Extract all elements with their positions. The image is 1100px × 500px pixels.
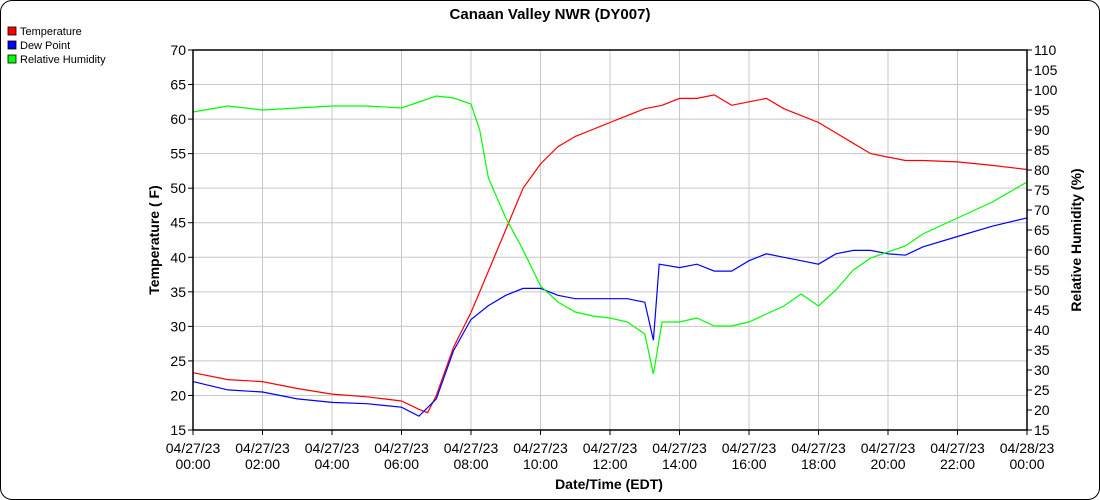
y-tick-label: 40 xyxy=(170,249,186,265)
x-tick-label-date: 04/27/23 xyxy=(513,440,568,456)
x-tick-label-date: 04/27/23 xyxy=(791,440,846,456)
y-tick-label: 70 xyxy=(170,42,186,58)
x-axis-label: Date/Time (EDT) xyxy=(555,476,663,492)
x-tick-label-date: 04/27/23 xyxy=(722,440,777,456)
y-axis-label: Temperature ( F) xyxy=(146,185,162,294)
x-tick-label-time: 14:00 xyxy=(662,456,697,472)
x-tick-label-time: 22:00 xyxy=(940,456,975,472)
y2-tick-label: 65 xyxy=(1034,222,1050,238)
y-tick-label: 35 xyxy=(170,284,186,300)
y2-tick-label: 40 xyxy=(1034,322,1050,338)
series-line-temperature xyxy=(192,94,1028,414)
x-tick-label-date: 04/27/23 xyxy=(374,440,429,456)
x-tick-label-date: 04/27/23 xyxy=(166,440,221,456)
x-tick-label-date: 04/27/23 xyxy=(444,440,499,456)
y2-tick-label: 55 xyxy=(1034,262,1050,278)
x-tick-label-time: 06:00 xyxy=(384,456,419,472)
x-tick-label-time: 12:00 xyxy=(592,456,627,472)
y2-axis-label: Relative Humidity (%) xyxy=(1068,168,1084,311)
legend-swatch xyxy=(7,40,17,50)
legend: Temperature Dew Point Relative Humidity xyxy=(7,26,106,66)
axes: 04/27/2300:0004/27/2302:0004/27/2304:000… xyxy=(166,42,1058,472)
y-tick-label: 20 xyxy=(170,387,186,403)
y2-tick-label: 105 xyxy=(1034,62,1058,78)
x-tick-label-time: 00:00 xyxy=(175,456,210,472)
y2-tick-label: 35 xyxy=(1034,342,1050,358)
x-tick-label-date: 04/27/23 xyxy=(583,440,638,456)
y-tick-label: 60 xyxy=(170,111,186,127)
y2-tick-label: 60 xyxy=(1034,242,1050,258)
chart-title: Canaan Valley NWR (DY007) xyxy=(450,6,651,23)
plot-border xyxy=(192,49,1028,431)
legend-label: Dew Point xyxy=(20,40,70,52)
y2-tick-label: 90 xyxy=(1034,122,1050,138)
y-tick-label: 65 xyxy=(170,77,186,93)
y2-tick-label: 50 xyxy=(1034,282,1050,298)
y2-tick-label: 70 xyxy=(1034,202,1050,218)
y2-tick-label: 75 xyxy=(1034,182,1050,198)
x-tick-label-date: 04/27/23 xyxy=(930,440,985,456)
y-tick-label: 30 xyxy=(170,318,186,334)
x-tick-label-time: 20:00 xyxy=(870,456,905,472)
series-line-relative-humidity xyxy=(192,95,1028,375)
x-tick-label-time: 18:00 xyxy=(801,456,836,472)
x-tick-label-time: 08:00 xyxy=(453,456,488,472)
x-tick-label-date: 04/28/23 xyxy=(1000,440,1055,456)
legend-swatch xyxy=(7,26,17,36)
y2-tick-label: 85 xyxy=(1034,142,1050,158)
y-tick-label: 50 xyxy=(170,180,186,196)
x-tick-label-time: 16:00 xyxy=(731,456,766,472)
legend-label: Temperature xyxy=(20,26,82,38)
x-tick-label-time: 10:00 xyxy=(523,456,558,472)
y2-tick-label: 25 xyxy=(1034,382,1050,398)
series-line-dew-point xyxy=(192,217,1028,417)
y-tick-label: 45 xyxy=(170,215,186,231)
x-tick-label-date: 04/27/23 xyxy=(235,440,290,456)
legend-label: Relative Humidity xyxy=(20,54,106,66)
y-tick-label: 25 xyxy=(170,353,186,369)
series-group xyxy=(192,94,1028,417)
y2-tick-label: 20 xyxy=(1034,402,1050,418)
y-tick-label: 15 xyxy=(170,422,186,438)
y2-tick-label: 100 xyxy=(1034,82,1058,98)
x-tick-label-time: 00:00 xyxy=(1009,456,1044,472)
legend-swatch xyxy=(7,54,17,64)
x-tick-label-date: 04/27/23 xyxy=(652,440,707,456)
y2-tick-label: 80 xyxy=(1034,162,1050,178)
x-tick-label-date: 04/27/23 xyxy=(305,440,360,456)
x-tick-label-date: 04/27/23 xyxy=(861,440,916,456)
x-tick-label-time: 02:00 xyxy=(245,456,280,472)
y2-tick-label: 15 xyxy=(1034,422,1050,438)
y2-tick-label: 110 xyxy=(1034,42,1057,58)
y2-tick-label: 45 xyxy=(1034,302,1050,318)
y2-tick-label: 95 xyxy=(1034,102,1050,118)
y-tick-label: 55 xyxy=(170,146,186,162)
x-tick-label-time: 04:00 xyxy=(314,456,349,472)
y2-tick-label: 30 xyxy=(1034,362,1050,378)
